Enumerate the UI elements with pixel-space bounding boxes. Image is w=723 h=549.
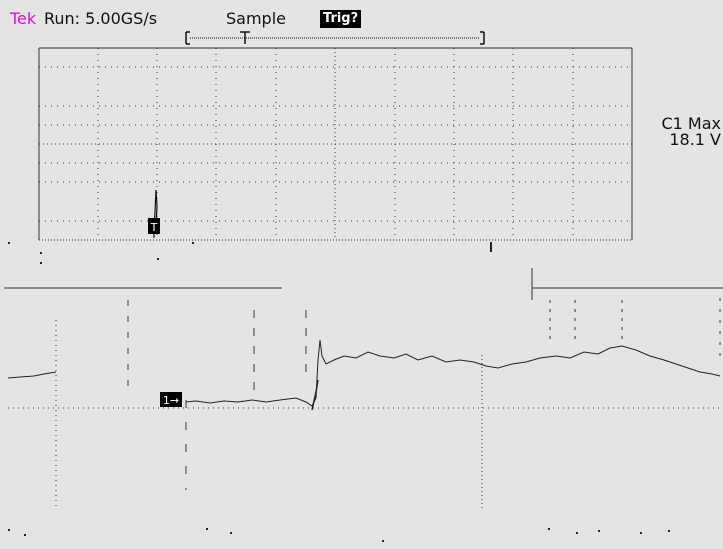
brand-label: Tek — [10, 9, 37, 28]
lower-reference-lines — [4, 268, 723, 510]
trigger-marker: T — [148, 218, 160, 234]
upper-graticule — [38, 47, 633, 241]
svg-text:1→: 1→ — [163, 394, 179, 407]
channel-1-marker: 1→ — [160, 392, 182, 407]
scatter-dots — [8, 242, 670, 542]
measurement-value: 18.1 V — [669, 130, 721, 149]
lower-trace — [7, 339, 721, 411]
measurement-label: C1 Max — [661, 114, 721, 133]
acquisition-mode-label: Sample — [226, 9, 286, 28]
record-length-indicator — [185, 31, 485, 45]
run-state-label: Run: 5.00GS/s — [44, 9, 158, 28]
trigger-status-badge: Trig? — [320, 10, 362, 28]
svg-text:T: T — [150, 221, 158, 234]
